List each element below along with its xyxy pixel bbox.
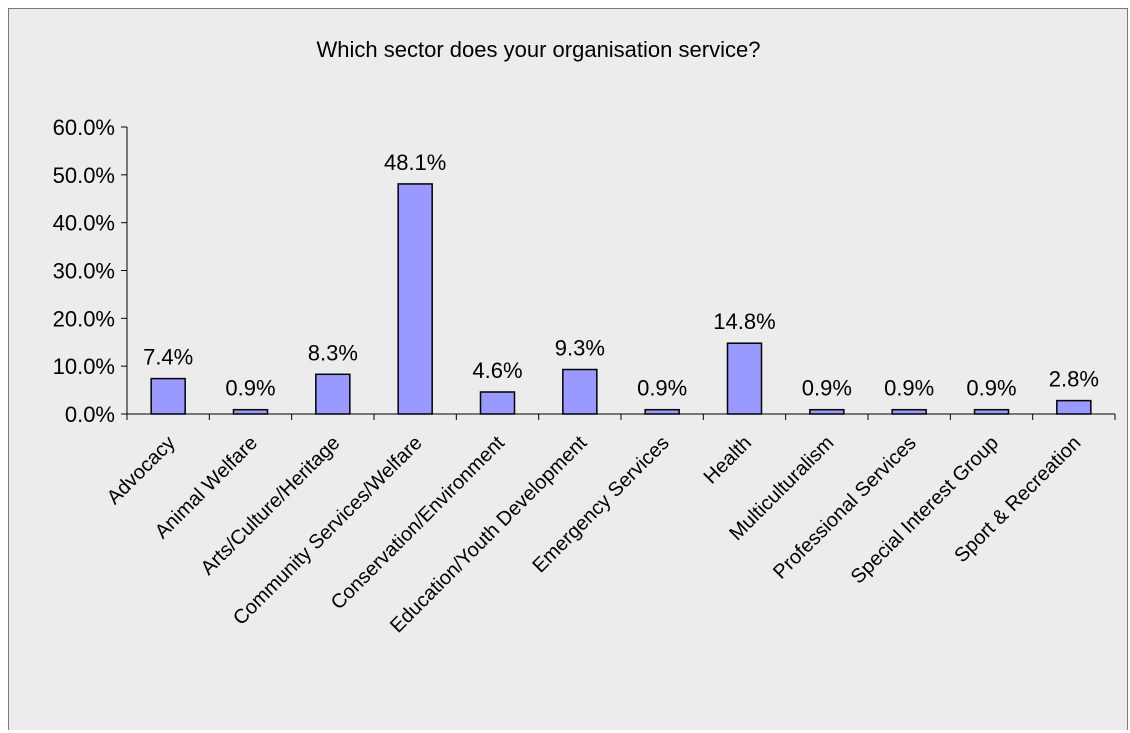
y-tick-label: 60.0%	[53, 115, 115, 140]
data-label: 8.3%	[308, 340, 358, 365]
data-label: 0.9%	[966, 376, 1016, 401]
bar	[891, 408, 927, 415]
data-label: 14.8%	[713, 309, 775, 334]
chart-title: Which sector does your organisation serv…	[316, 37, 761, 62]
bar	[397, 183, 433, 415]
data-labels: 7.4% 0.9% 8.3% 48.1% 4.6% 9.3% 0.9% 14.8% 0.9% 0.…	[143, 150, 1099, 401]
bar	[973, 408, 1010, 415]
bar	[232, 408, 269, 415]
bar	[809, 408, 845, 415]
y-tick-label: 40.0%	[53, 211, 115, 236]
data-label: 0.9%	[637, 376, 687, 401]
x-tick-label: Emergency Services	[528, 432, 673, 577]
x-tick-label: Conservation/Environment	[327, 432, 510, 615]
bar-chart-plot: 0.0%10.0%20.0%30.0%40.0%50.0%60.0% 7.4%0…	[53, 115, 1116, 638]
data-label: 9.3%	[555, 336, 605, 361]
bar	[1056, 399, 1092, 415]
y-tick-label: 10.0%	[53, 354, 115, 379]
data-label: 7.4%	[143, 345, 193, 370]
y-tick-label: 30.0%	[53, 259, 115, 284]
y-tick-label: 0.0%	[65, 402, 115, 427]
bar	[562, 368, 598, 415]
y-tick-label: 20.0%	[53, 306, 115, 331]
x-tick-label: Arts/Culture/Heritage	[197, 432, 345, 580]
data-label: 0.9%	[225, 376, 275, 401]
data-label: 2.8%	[1049, 367, 1099, 392]
bar	[150, 377, 186, 415]
x-tick-label: Special Interest Group	[847, 432, 1003, 588]
data-label: 4.6%	[472, 358, 522, 383]
x-tick-label: Professional Services	[769, 432, 921, 584]
bar	[726, 342, 763, 415]
bar	[315, 373, 351, 415]
y-tick-label: 50.0%	[53, 163, 115, 188]
bar	[479, 391, 516, 415]
bar	[644, 408, 680, 415]
chart-area: Which sector does your organisation serv…	[8, 8, 1128, 730]
data-label: 0.9%	[884, 376, 934, 401]
x-tick-label: Health	[700, 432, 756, 488]
x-tick-label: Advocacy	[103, 432, 180, 509]
data-label: 0.9%	[802, 376, 852, 401]
axes: 0.0% 10.0% 20.0% 30.0% 40.0% 50.0% 60.0%	[53, 115, 1116, 427]
bar-series	[150, 183, 1092, 415]
data-label: 48.1%	[384, 150, 446, 175]
